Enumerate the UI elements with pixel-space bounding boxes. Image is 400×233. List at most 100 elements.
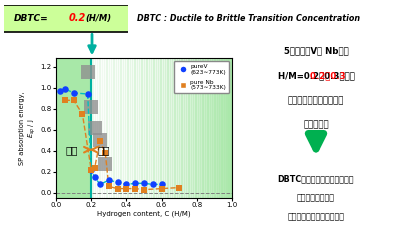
Bar bbox=[218, 46, 220, 203]
Point bbox=[70, 98, 77, 102]
Point bbox=[176, 186, 182, 189]
Bar bbox=[173, 46, 176, 203]
Point bbox=[106, 178, 112, 182]
Point bbox=[132, 182, 138, 185]
Bar bbox=[112, 46, 115, 203]
Bar bbox=[220, 46, 223, 203]
Point bbox=[114, 187, 121, 190]
Point bbox=[88, 105, 94, 109]
Point bbox=[92, 175, 98, 179]
Bar bbox=[225, 46, 227, 203]
Bar bbox=[143, 46, 145, 203]
Point bbox=[123, 187, 130, 190]
Text: 脆性: 脆性 bbox=[97, 145, 110, 155]
Bar bbox=[126, 46, 129, 203]
Point bbox=[114, 180, 121, 184]
Bar bbox=[152, 46, 154, 203]
Text: H/M=​0.2～0.3​付近で: H/M=​0.2～0.3​付近で bbox=[278, 71, 354, 80]
Bar bbox=[188, 46, 190, 203]
Bar bbox=[230, 46, 232, 203]
Point bbox=[158, 182, 165, 186]
Point bbox=[102, 151, 108, 155]
Point bbox=[84, 70, 91, 74]
Bar bbox=[202, 46, 204, 203]
Bar bbox=[199, 46, 202, 203]
Bar bbox=[178, 46, 180, 203]
Bar bbox=[169, 46, 171, 203]
Bar bbox=[194, 46, 197, 203]
Bar bbox=[208, 46, 211, 203]
Bar bbox=[91, 46, 94, 203]
Point bbox=[123, 182, 130, 186]
Point bbox=[158, 187, 165, 190]
Point bbox=[106, 185, 112, 188]
Point bbox=[62, 98, 68, 102]
Text: 5族金属（V． Nb）は: 5族金属（V． Nb）は bbox=[284, 46, 348, 55]
Bar bbox=[110, 46, 112, 203]
Bar bbox=[136, 46, 138, 203]
Text: 遷移する。: 遷移する。 bbox=[303, 121, 329, 130]
FancyBboxPatch shape bbox=[3, 5, 129, 32]
Point bbox=[97, 138, 103, 142]
Bar bbox=[227, 46, 230, 203]
Bar bbox=[131, 46, 134, 203]
Text: (H/M): (H/M) bbox=[86, 14, 112, 23]
Text: 合金設計・条件設定が必須: 合金設計・条件設定が必須 bbox=[288, 212, 344, 221]
Bar bbox=[129, 46, 131, 203]
Point bbox=[97, 182, 103, 186]
Bar bbox=[171, 46, 173, 203]
Point bbox=[102, 163, 108, 166]
Bar bbox=[197, 46, 199, 203]
Bar bbox=[204, 46, 206, 203]
Text: DBTC以下の領域で透過流束を: DBTC以下の領域で透過流束を bbox=[278, 174, 354, 183]
Bar bbox=[138, 46, 140, 203]
Bar bbox=[117, 46, 119, 203]
Bar bbox=[148, 46, 150, 203]
Bar bbox=[157, 46, 159, 203]
Bar bbox=[145, 46, 148, 203]
Bar bbox=[223, 46, 225, 203]
Bar bbox=[190, 46, 192, 203]
Bar bbox=[192, 46, 194, 203]
Point bbox=[56, 89, 63, 93]
Point bbox=[132, 187, 138, 190]
Bar bbox=[100, 46, 103, 203]
Bar bbox=[213, 46, 216, 203]
Bar bbox=[134, 46, 136, 203]
Point bbox=[141, 188, 147, 192]
Text: 0.2: 0.2 bbox=[68, 13, 86, 23]
Y-axis label: SP absorption energy,
$E_{sp}$ / J: SP absorption energy, $E_{sp}$ / J bbox=[19, 91, 38, 165]
Bar bbox=[185, 46, 188, 203]
Bar bbox=[159, 46, 162, 203]
Point bbox=[141, 182, 147, 185]
Bar bbox=[98, 46, 100, 203]
Point bbox=[88, 168, 94, 171]
Bar bbox=[154, 46, 157, 203]
Bar bbox=[140, 46, 143, 203]
Point bbox=[92, 166, 98, 169]
Bar bbox=[176, 46, 178, 203]
Bar bbox=[105, 46, 108, 203]
Bar bbox=[180, 46, 183, 203]
Point bbox=[97, 139, 103, 143]
Bar bbox=[115, 46, 117, 203]
Point bbox=[88, 168, 94, 171]
Bar bbox=[166, 46, 169, 203]
Point bbox=[79, 112, 86, 116]
Text: DBTC : Ductile to Brittle Transition Concentration: DBTC : Ductile to Brittle Transition Con… bbox=[137, 14, 360, 23]
Bar bbox=[216, 46, 218, 203]
Text: 延性: 延性 bbox=[66, 145, 78, 155]
Text: DBTC=: DBTC= bbox=[14, 14, 48, 23]
X-axis label: Hydrogen content, C (H/M): Hydrogen content, C (H/M) bbox=[97, 211, 191, 217]
Text: 0.2～0.3: 0.2～0.3 bbox=[286, 71, 346, 80]
Bar bbox=[96, 46, 98, 203]
Bar bbox=[164, 46, 166, 203]
Bar bbox=[94, 46, 96, 203]
Point bbox=[92, 126, 98, 130]
Point bbox=[70, 91, 77, 95]
Legend: pureV
(623∼773K), pure Nb
(573∼733K): pureV (623∼773K), pure Nb (573∼733K) bbox=[174, 61, 229, 93]
Bar bbox=[119, 46, 122, 203]
Point bbox=[62, 87, 68, 91]
Point bbox=[84, 92, 91, 96]
Bar bbox=[103, 46, 105, 203]
